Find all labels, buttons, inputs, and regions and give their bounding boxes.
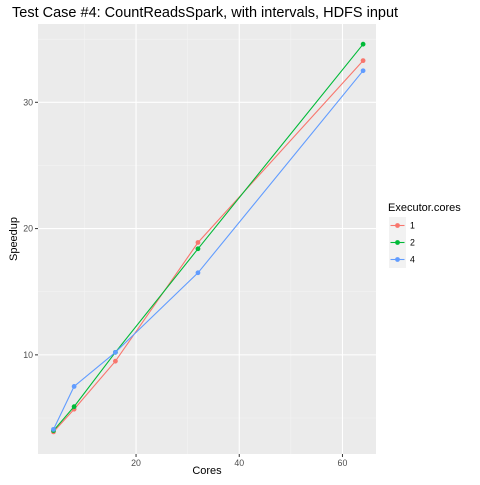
y-axis-label: Speedup [8,217,20,261]
y-tick-label: 20 [23,224,33,234]
x-tick-label: 40 [234,458,244,468]
legend-label: 1 [410,221,415,231]
y-tick-label: 30 [23,97,33,107]
legend: Executor.cores 1 2 4 [388,202,461,268]
data-point [71,384,77,389]
legend-item-1: 1 [389,217,415,234]
series-4 [51,68,366,432]
data-point [195,270,201,276]
grid [38,24,376,454]
data-point [195,246,201,252]
data-point [51,426,56,432]
legend-label: 4 [410,255,415,265]
legend-key-point [395,223,400,228]
x-axis-label: Cores [192,465,222,477]
x-tick-label: 60 [338,458,348,468]
data-point [71,404,77,410]
chart-title: Test Case #4: CountReadsSpark, with inte… [12,5,398,21]
legend-key-point [395,257,400,262]
data-point [360,41,366,47]
data-point [113,358,118,364]
series-layer [51,41,366,435]
y-tick-label: 10 [23,350,33,360]
data-point [360,68,366,74]
data-point [195,240,201,245]
x-axis: 20 40 60 [131,454,347,468]
plot-panel [38,24,376,454]
y-axis: 10 20 30 [23,97,38,360]
legend-item-4: 4 [389,251,415,268]
data-point [113,349,118,355]
legend-key-point [395,240,400,245]
legend-title: Executor.cores [388,202,461,214]
data-point [360,58,366,64]
x-tick-label: 20 [131,458,141,468]
legend-item-2: 2 [389,234,415,251]
legend-label: 2 [410,238,415,248]
